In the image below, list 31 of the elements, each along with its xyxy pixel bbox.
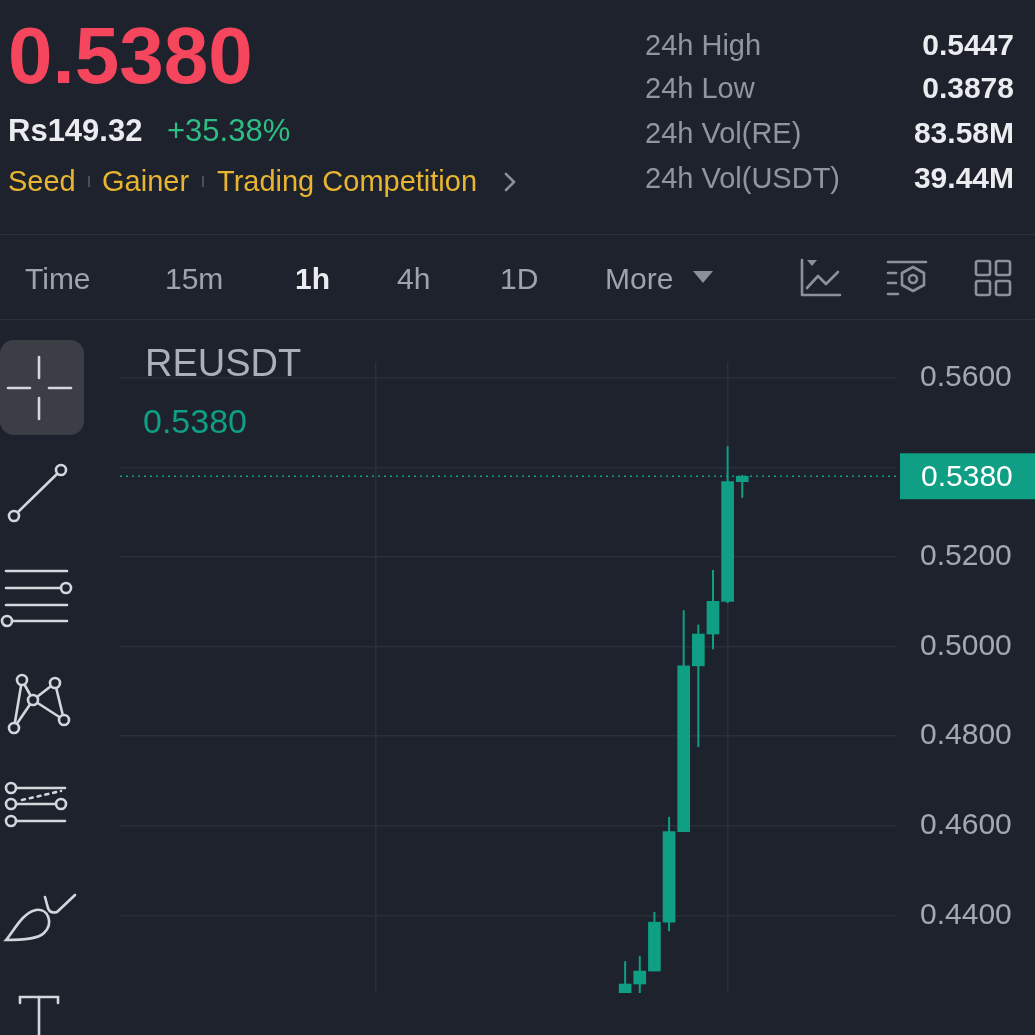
text: 15m — [165, 261, 224, 297]
text: 4h — [397, 261, 431, 297]
text: 0.3878 — [922, 70, 1014, 106]
chart-title: REUSDT — [145, 342, 302, 385]
text: Rs149.32 — [8, 112, 143, 149]
text: 24h Vol(RE) — [645, 116, 802, 151]
text: 83.58M — [913, 115, 1014, 151]
y-tick-label: 0.4800 — [920, 717, 1012, 751]
y-tick-label: 0.5600 — [920, 358, 1012, 392]
text: +35.38% — [167, 112, 291, 149]
text: Time — [25, 261, 91, 297]
text: 24h High — [645, 28, 762, 63]
annotation: 0.5380 — [143, 402, 247, 441]
text: 1h — [295, 261, 331, 297]
y-tick-label: 0.5000 — [920, 627, 1012, 661]
text: 24h Low — [645, 71, 755, 106]
candlestick — [633, 954, 647, 994]
candlestick — [618, 960, 632, 994]
text: Gainer — [102, 164, 190, 199]
y-tick-label: 0.4400 — [920, 896, 1012, 930]
text: 0.5380 — [8, 10, 253, 102]
y-tick-label: 0.5200 — [920, 538, 1012, 572]
text: 39.44M — [913, 160, 1014, 196]
text: Trading Competition — [217, 164, 478, 199]
y-tick-label: 0.4600 — [920, 807, 1012, 841]
text: 1D — [500, 261, 539, 297]
text: More — [605, 261, 674, 297]
text: 24h Vol(USDT) — [645, 161, 841, 196]
ref-line-label: 0.5380 — [921, 458, 1013, 492]
text: Seed — [8, 164, 76, 199]
text: 0.5447 — [922, 27, 1014, 63]
